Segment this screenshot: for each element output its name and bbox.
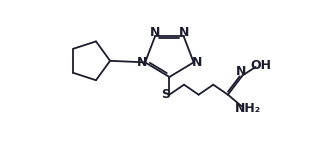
- Text: N: N: [150, 26, 160, 39]
- Text: N: N: [179, 26, 189, 39]
- Text: NH₂: NH₂: [234, 102, 261, 115]
- Text: N: N: [136, 56, 147, 69]
- Text: N: N: [236, 65, 246, 78]
- Text: N: N: [192, 56, 203, 69]
- Text: OH: OH: [251, 59, 271, 72]
- Text: S: S: [161, 88, 170, 101]
